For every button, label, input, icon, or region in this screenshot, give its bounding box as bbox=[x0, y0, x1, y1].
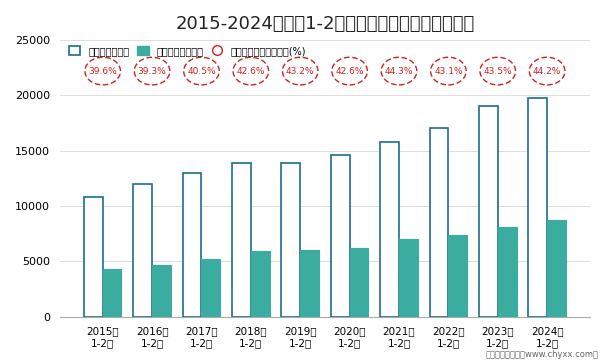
Bar bbox=[183, 173, 201, 317]
Text: 43.5%: 43.5% bbox=[483, 66, 512, 76]
Bar bbox=[399, 239, 418, 317]
Text: 43.2%: 43.2% bbox=[286, 66, 315, 76]
Title: 2015-2024年各年1-2月贵州省工业企业资产统计图: 2015-2024年各年1-2月贵州省工业企业资产统计图 bbox=[175, 15, 474, 33]
Text: 42.6%: 42.6% bbox=[335, 66, 364, 76]
Text: 44.3%: 44.3% bbox=[385, 66, 413, 76]
Bar bbox=[498, 227, 517, 317]
Bar bbox=[547, 220, 566, 317]
Bar bbox=[281, 163, 300, 317]
Legend: 总资产（亿元）, 流动资产（亿元）, 流动资产占总资产比率(%): 总资产（亿元）, 流动资产（亿元）, 流动资产占总资产比率(%) bbox=[65, 42, 310, 60]
Bar bbox=[103, 269, 122, 317]
Text: 制图：智研咨询（www.chyxx.com）: 制图：智研咨询（www.chyxx.com） bbox=[486, 350, 599, 359]
Bar bbox=[331, 155, 350, 317]
Bar bbox=[152, 265, 171, 317]
Text: 40.5%: 40.5% bbox=[187, 66, 216, 76]
Text: 42.6%: 42.6% bbox=[237, 66, 265, 76]
Text: 39.6%: 39.6% bbox=[88, 66, 117, 76]
Text: 43.1%: 43.1% bbox=[434, 66, 463, 76]
Bar bbox=[201, 258, 220, 317]
Bar bbox=[448, 235, 467, 317]
Bar bbox=[300, 250, 319, 317]
Bar bbox=[479, 106, 498, 317]
Bar bbox=[380, 142, 399, 317]
Bar bbox=[84, 197, 103, 317]
Bar bbox=[528, 98, 547, 317]
Bar bbox=[232, 163, 251, 317]
Text: 44.2%: 44.2% bbox=[533, 66, 561, 76]
Bar bbox=[350, 248, 368, 317]
Bar bbox=[133, 184, 152, 317]
Bar bbox=[251, 252, 270, 317]
Text: 39.3%: 39.3% bbox=[138, 66, 166, 76]
Bar bbox=[430, 127, 448, 317]
